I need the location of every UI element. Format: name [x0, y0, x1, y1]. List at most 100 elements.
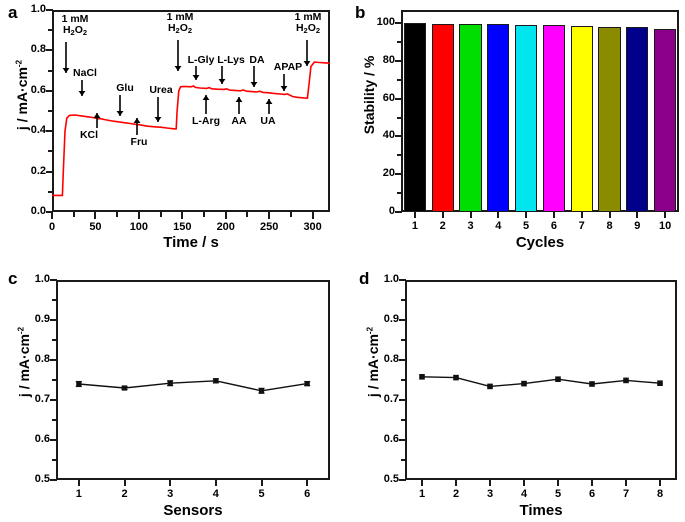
axis-tick	[46, 130, 53, 133]
axis-tick	[401, 339, 406, 341]
axis-tick	[395, 211, 402, 213]
axis-tick	[50, 279, 57, 281]
axis-tick	[48, 150, 53, 153]
panel-c-y-axis-title-exponent: -2	[16, 326, 26, 335]
axis-tick	[123, 480, 126, 486]
axis-tick	[399, 319, 406, 321]
annot-da: DA	[249, 54, 265, 66]
annot-nacl-arrow	[78, 80, 86, 96]
panel-b-bar	[431, 23, 454, 212]
annot-h2o2-1: 1 mM H2O2	[61, 13, 89, 38]
axis-tick	[608, 212, 611, 218]
annot-aa: AA	[231, 115, 247, 127]
panel-d-x-tick-label: 6	[588, 488, 596, 500]
panel-c-data-point	[76, 381, 82, 387]
axis-tick	[399, 399, 406, 401]
annot-l-lys-arrow	[218, 66, 226, 84]
panel-d-x-tick-label: 2	[452, 488, 460, 500]
panel-b-bar	[626, 27, 649, 212]
panel-c-points	[75, 378, 311, 394]
axis-tick	[401, 379, 406, 381]
axis-tick	[525, 212, 528, 218]
panel-d-y-tick-label: 0.9	[383, 313, 399, 325]
annot-urea-arrow	[154, 97, 162, 122]
panel-b-x-tick-label: 6	[550, 220, 557, 232]
axis-tick	[397, 78, 402, 81]
panel-a-y-tick-label: 0.4	[30, 124, 46, 137]
panel-c-x-tick-label: 2	[121, 488, 128, 500]
panel-d-y-axis-title-text: j / mA·cm	[365, 334, 381, 398]
axis-tick	[48, 110, 53, 112]
axis-tick	[552, 212, 555, 218]
panel-c-data-point	[258, 388, 265, 394]
annot-nacl: NaCl	[73, 67, 97, 79]
axis-tick	[489, 480, 491, 486]
axis-tick	[397, 116, 402, 119]
axis-tick	[52, 419, 57, 421]
axis-tick	[260, 480, 263, 486]
panel-d-points	[419, 374, 663, 390]
panel-d-y-axis-title: j / mA·cm-2	[365, 282, 381, 442]
panel-b-x-tick-label: 2	[439, 220, 446, 232]
panel-c-plot-frame	[56, 280, 330, 480]
panel-a-y-tick-label: 1.0	[30, 3, 46, 15]
panel-d-data-point	[657, 380, 663, 386]
axis-tick	[116, 212, 119, 217]
panel-d-x-tick-label: 5	[554, 488, 562, 500]
axis-tick	[497, 212, 500, 218]
axis-tick	[523, 480, 525, 486]
panel-b-y-tick-label: 40	[382, 129, 395, 142]
annot-kcl: KCl	[79, 129, 99, 141]
panel-a-x-tick-label: 0	[48, 221, 56, 233]
panel-a-y-axis-title-text: j / mA·cm	[14, 67, 30, 131]
axis-tick	[77, 480, 80, 486]
panel-d: d 0.5 0.6 0.7 0.8 0.9 1.0 1 2 3 4 5 6 7 8 j / mA·cm-…	[345, 262, 685, 522]
panel-c-x-axis-title: Sensors	[163, 502, 223, 519]
panel-c-letter: c	[8, 269, 18, 288]
annot-ua: UA	[260, 115, 276, 127]
panel-a-plot-frame	[52, 10, 330, 212]
axis-tick	[455, 480, 457, 486]
panel-c-x-tick-label: 3	[167, 488, 174, 500]
annot-h2o2-2-arrow	[174, 40, 182, 71]
axis-tick	[181, 212, 184, 219]
panel-b-letter: b	[355, 3, 366, 22]
axis-tick	[441, 212, 444, 218]
annot-apap-arrow	[280, 74, 288, 91]
axis-tick	[169, 480, 172, 486]
panel-d-data-point	[555, 376, 561, 382]
annot-h2o2-3-arrow	[303, 40, 311, 66]
axis-tick	[395, 59, 402, 62]
panel-d-data-point	[487, 383, 493, 390]
axis-tick	[46, 89, 53, 92]
panel-b-x-tick-label: 1	[411, 220, 418, 232]
panel-a-x-tick-label: 200	[216, 221, 235, 233]
panel-b-x-tick-label: 5	[523, 220, 530, 232]
axis-tick	[48, 29, 53, 32]
panel-c-data-point	[213, 378, 219, 384]
panel-c-y-tick-label: 0.6	[34, 433, 50, 445]
panel-b-bar	[514, 24, 538, 212]
panel-a-letter: a	[8, 3, 18, 22]
panel-b-y-tick-label: 100	[376, 16, 395, 29]
axis-tick	[401, 459, 406, 461]
panel-d-data-point	[623, 377, 629, 384]
panel-b-x-tick-label: 7	[578, 220, 585, 232]
panel-c-data-point	[121, 385, 128, 391]
annot-ua-arrow	[265, 99, 273, 114]
panel-a-curve-svg	[52, 61, 331, 197]
axis-tick	[46, 49, 53, 52]
panel-b-bar	[598, 27, 621, 212]
axis-tick	[401, 419, 406, 421]
axis-tick	[246, 212, 249, 217]
axis-tick	[50, 399, 57, 401]
annot-fru-arrow	[133, 118, 141, 135]
panel-c-y-axis-title-text: j / mA·cm	[16, 334, 32, 398]
axis-tick	[395, 173, 402, 176]
annot-fru: Fru	[130, 136, 148, 148]
panel-c-line	[78, 380, 308, 392]
panel-c-x-tick-label: 5	[258, 488, 265, 500]
axis-tick	[395, 22, 402, 25]
